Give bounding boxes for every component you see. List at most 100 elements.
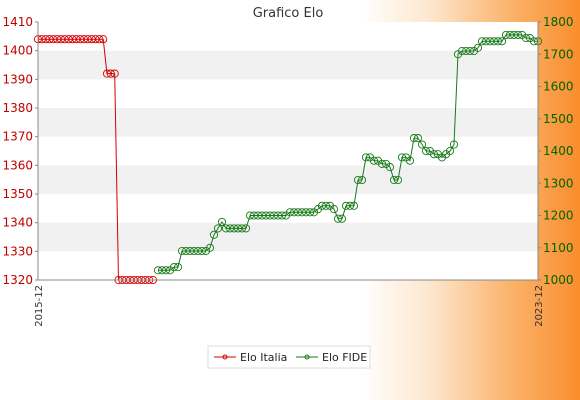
data-point [353, 175, 363, 185]
data-point [397, 153, 407, 162]
data-point [521, 34, 531, 43]
data-point [489, 37, 499, 46]
data-point [301, 208, 311, 217]
data-point [213, 224, 223, 233]
left-tick-label: 1350 [2, 187, 33, 201]
legend[interactable]: Elo Italia Elo FIDE [207, 345, 371, 369]
right-axis: 1000 1100 1200 1300 1400 1500 1600 1700 1800 [538, 15, 574, 287]
data-point [429, 150, 439, 159]
legend-box [207, 345, 371, 369]
data-point [485, 37, 495, 46]
data-point [389, 175, 399, 185]
data-point [445, 146, 455, 156]
data-point [45, 35, 54, 44]
data-point [361, 153, 371, 162]
data-point [60, 35, 69, 44]
data-point [505, 30, 515, 39]
data-point [405, 156, 415, 165]
data-point [261, 211, 271, 220]
legend-marker-fide-dot [304, 354, 310, 360]
data-point [501, 30, 511, 39]
grid-bands [38, 50, 538, 252]
data-point [56, 35, 66, 44]
data-point [233, 224, 243, 233]
data-point [173, 263, 183, 272]
data-point [157, 266, 167, 275]
data-point [49, 35, 58, 44]
data-point [185, 246, 195, 256]
data-point [209, 230, 219, 239]
grid-band [38, 165, 538, 194]
data-point [357, 175, 367, 185]
data-point [181, 246, 191, 256]
data-point [91, 35, 100, 44]
data-point [513, 30, 523, 39]
data-point [225, 224, 235, 233]
data-point [197, 246, 207, 256]
data-point [102, 69, 112, 78]
data-point [457, 46, 467, 56]
data-point [465, 46, 475, 56]
left-tick-label: 1370 [2, 130, 33, 144]
data-point [193, 246, 203, 256]
right-tick-label: 1500 [543, 112, 574, 126]
data-point [509, 30, 519, 39]
left-tick-label: 1400 [2, 44, 33, 58]
data-point [269, 211, 279, 220]
data-point [161, 266, 171, 275]
data-point [293, 208, 303, 217]
left-tick-label: 1390 [2, 72, 33, 86]
data-point [153, 266, 163, 275]
data-point [377, 159, 387, 168]
data-point [385, 163, 395, 172]
data-point [106, 69, 115, 78]
data-point [345, 201, 355, 210]
data-point [449, 140, 459, 149]
data-point [273, 211, 283, 220]
data-point [477, 37, 487, 46]
grid-band [38, 50, 538, 80]
data-point [417, 140, 427, 149]
data-point [83, 35, 92, 44]
grid-band [38, 108, 538, 137]
right-tick-label: 1100 [543, 241, 574, 255]
data-point [245, 211, 255, 220]
left-tick-label: 1360 [2, 158, 33, 172]
data-point [72, 35, 81, 44]
data-point [229, 224, 239, 233]
right-tick-label: 1200 [543, 209, 574, 223]
left-tick-label: 1340 [2, 216, 33, 230]
data-point [205, 243, 215, 252]
left-tick-label: 1330 [2, 244, 33, 258]
data-point [221, 224, 231, 233]
data-point [349, 201, 359, 210]
data-point [99, 35, 108, 44]
data-point [341, 201, 351, 210]
data-point [68, 35, 77, 44]
right-tick-label: 1400 [543, 144, 574, 158]
data-point [321, 201, 331, 210]
data-point [393, 175, 403, 185]
left-tick-label: 1380 [2, 101, 33, 115]
right-tick-label: 1700 [543, 47, 574, 61]
data-point [277, 211, 287, 220]
data-point [265, 211, 275, 220]
data-point [177, 246, 187, 256]
left-tick-label: 1320 [2, 273, 33, 287]
data-point [95, 35, 104, 44]
data-point [169, 263, 179, 272]
data-point [305, 208, 315, 217]
data-point [421, 146, 431, 156]
data-point [333, 214, 343, 223]
data-point [285, 208, 295, 217]
right-tick-label: 1800 [543, 15, 574, 29]
data-point [493, 37, 503, 46]
data-point [253, 211, 263, 220]
chart-title: Grafico Elo [253, 6, 324, 21]
grid-band [38, 222, 538, 252]
x-axis: 2015-12 2023-12 [34, 285, 545, 327]
data-point [297, 208, 307, 217]
left-axis: 1320 1330 1340 1350 1360 1370 1380 1390 1400 1410 [2, 15, 38, 287]
